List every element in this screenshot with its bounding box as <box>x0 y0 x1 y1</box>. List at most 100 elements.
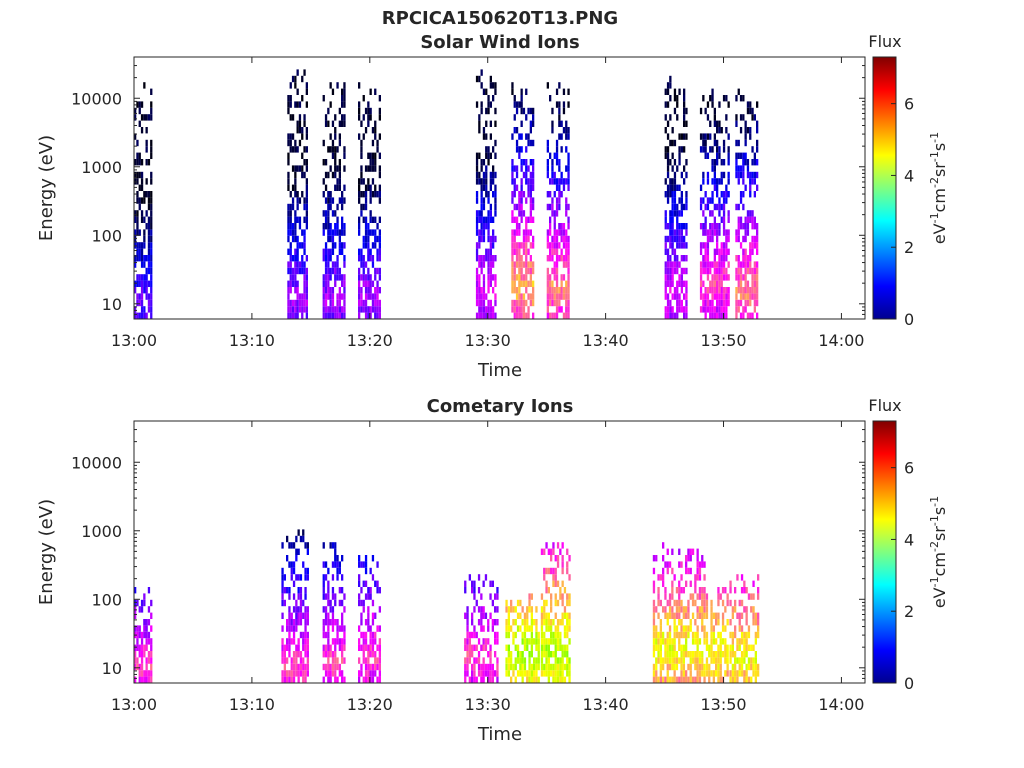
solar-wind-ions-heatmap-cell <box>343 306 346 313</box>
solar-wind-ions-heatmap-cell <box>334 242 337 249</box>
cometary-ions-heatmap-cell <box>523 619 527 626</box>
cometary-ions-heatmap-cell <box>554 663 557 671</box>
solar-wind-ions-heatmap-cell <box>329 101 332 108</box>
solar-wind-ions-heatmap-cell <box>294 306 297 313</box>
solar-wind-ions-heatmap-cell <box>150 287 153 294</box>
solar-wind-ions-heatmap-cell <box>334 223 337 230</box>
solar-wind-ions-heatmap-cell <box>475 229 479 236</box>
solar-wind-ions-heatmap-cell <box>532 216 535 223</box>
solar-wind-ions-heatmap-cell <box>664 210 667 217</box>
solar-wind-ions-heatmap-cell <box>341 248 344 255</box>
solar-wind-ions-heatmap-cell <box>341 312 344 319</box>
solar-wind-ions-heatmap-cell <box>525 299 528 307</box>
solar-wind-ions-heatmap-cell <box>742 95 745 102</box>
cometary-ions-heatmap-cell <box>302 612 305 619</box>
solar-wind-ions-heatmap-cell <box>671 197 674 204</box>
solar-wind-ions-heatmap-cell <box>673 191 677 198</box>
solar-wind-ions-heatmap-cell <box>671 293 674 300</box>
cometary-ions-heatmap-cell <box>696 670 699 677</box>
solar-wind-ions-heatmap-cell <box>334 152 337 159</box>
cometary-ions-heatmap-cell <box>341 657 344 664</box>
cometary-ions-heatmap-cell <box>143 644 146 651</box>
cometary-ions-heatmap-cell <box>482 625 485 632</box>
solar-wind-ions-heatmap-cell <box>737 88 740 95</box>
solar-wind-ions-heatmap-cell <box>525 235 528 243</box>
solar-wind-ions-heatmap-cell <box>567 248 570 255</box>
cometary-ions-heatmap-cell <box>568 638 571 645</box>
solar-wind-ions-heatmap-cell <box>294 146 297 153</box>
solar-wind-ions-x-ticks: 13:00 13:10 13:20 13:30 13:40 13:50 14:00 <box>111 57 864 350</box>
solar-wind-ions-heatmap-cell <box>713 114 716 121</box>
cometary-ions-heatmap-cell <box>550 625 553 632</box>
cometary-ions-heatmap-cell <box>535 670 538 677</box>
solar-wind-ions-heatmap-cell <box>482 274 486 281</box>
solar-wind-ions-heatmap-cell <box>567 255 570 262</box>
cometary-ions-heatmap-cell <box>721 619 725 626</box>
solar-wind-ions-heatmap-cell <box>739 312 743 319</box>
cometary-ions-heatmap-cell <box>374 580 377 587</box>
cometary-ions-heatmap-cell <box>471 619 474 626</box>
solar-wind-ions-heatmap-cell <box>296 280 299 287</box>
solar-wind-ions-heatmap-cell <box>289 139 292 147</box>
solar-wind-ions-heatmap-cell <box>140 127 144 134</box>
cometary-ions-heatmap-cell <box>547 644 550 651</box>
solar-wind-ions-heatmap-cell <box>475 312 479 319</box>
cometary-ions-heatmap-cell <box>302 663 305 671</box>
solar-wind-ions-heatmap-cell <box>518 152 521 159</box>
solar-wind-ions-heatmap-cell <box>487 216 490 223</box>
cometary-ions-heatmap-cell <box>292 580 296 587</box>
solar-wind-ions-heatmap-cell <box>753 274 756 281</box>
solar-wind-ions-heatmap-cell <box>555 306 559 313</box>
solar-wind-ions-heatmap-cell <box>341 229 344 236</box>
cometary-ions-heatmap-cell <box>290 567 293 575</box>
cometary-ions-heatmap-cell <box>512 670 515 677</box>
cometary-ions-heatmap-cell <box>559 670 562 677</box>
solar-wind-ions-heatmap-cell <box>480 255 483 262</box>
solar-wind-ions-heatmap-cell <box>331 229 335 236</box>
cometary-ions-heatmap-cell <box>324 574 328 581</box>
solar-wind-ions-heatmap-cell <box>303 159 306 166</box>
cometary-ions-heatmap-cell <box>535 663 538 671</box>
solar-wind-ions-heatmap-cell <box>492 178 495 185</box>
cometary-ions-heatmap-cell <box>288 631 291 639</box>
cometary-ions-heatmap-cell <box>543 651 546 658</box>
cometary-ions-heatmap-cell <box>519 612 522 619</box>
cometary-ions-heatmap-cell <box>286 657 289 664</box>
solar-wind-ions-heatmap-cell <box>749 127 752 134</box>
cometary-ions-heatmap-cell <box>729 631 732 639</box>
cometary-ions-heatmap-cell <box>288 625 291 632</box>
solar-wind-ions-heatmap-cell <box>737 178 740 185</box>
cometary-ions-heatmap-cell <box>743 587 746 594</box>
cometary-ions-heatmap-cell <box>480 644 483 651</box>
solar-wind-ions-heatmap-cell <box>324 267 328 275</box>
cometary-ions-heatmap-cell <box>736 644 739 651</box>
cometary-ions-heatmap-cell <box>662 606 665 613</box>
cometary-ions-heatmap-cell <box>477 587 481 594</box>
cometary-ions-heatmap-cell <box>552 567 555 575</box>
solar-wind-ions-heatmap-cell <box>511 261 514 268</box>
cometary-ions-heatmap-cell <box>657 587 660 594</box>
cometary-ions-heatmap-cell <box>530 593 533 600</box>
solar-wind-ions-heatmap-cell <box>329 312 332 319</box>
cometary-ions-heatmap-cell <box>477 670 481 677</box>
cometary-ions-heatmap-cell <box>750 606 753 613</box>
cometary-ions-heatmap-cell <box>745 663 748 671</box>
solar-wind-ions-heatmap-cell <box>683 88 686 95</box>
cometary-ions-heatmap-cell <box>134 599 137 607</box>
solar-wind-ions-heatmap-cell <box>704 133 707 140</box>
solar-wind-ions-heatmap-cell <box>360 299 363 307</box>
solar-wind-ions-heatmap-cell <box>727 261 730 268</box>
cometary-ions-heatmap-cell <box>477 619 481 626</box>
solar-wind-ions-heatmap-cell <box>711 101 714 108</box>
solar-wind-ions-heatmap-cell <box>482 223 486 230</box>
cometary-ions-heatmap-cell <box>283 599 286 607</box>
solar-wind-ions-heatmap-cell <box>376 287 379 294</box>
solar-wind-ions-heatmap-cell <box>751 287 754 294</box>
cometary-ions-heatmap-cell <box>150 663 153 671</box>
cometary-ions-heatmap-cell <box>712 651 715 658</box>
solar-wind-ions-heatmap-cell <box>487 274 490 281</box>
cometary-ions-heatmap-cell <box>510 625 513 632</box>
solar-wind-ions-heatmap-cell <box>735 203 738 211</box>
cometary-ions-heatmap-cell <box>685 612 688 619</box>
solar-wind-ions-heatmap-cell <box>289 242 292 249</box>
